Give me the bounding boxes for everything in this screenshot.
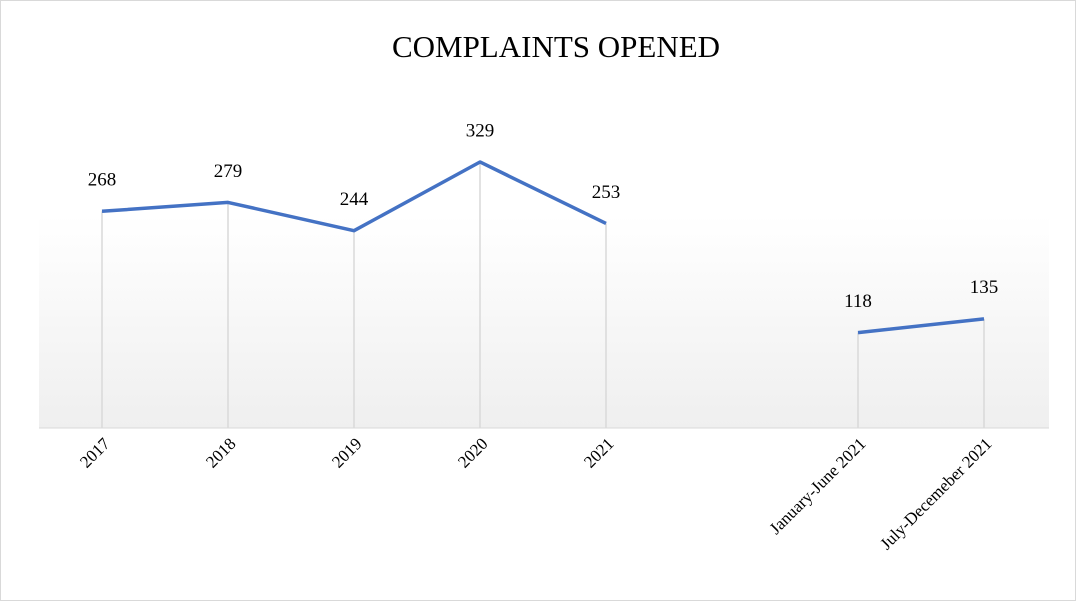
data-label: 135 (970, 277, 999, 298)
data-label: 279 (214, 161, 243, 182)
plot-background (39, 215, 1049, 428)
line (101, 160, 985, 335)
data-label: 244 (340, 189, 369, 210)
data-label: 118 (844, 291, 872, 312)
chart-title: COMPLAINTS OPENED (392, 29, 720, 64)
data-label: 268 (88, 170, 117, 191)
data-label: 253 (592, 182, 621, 203)
data-label: 329 (466, 120, 495, 141)
